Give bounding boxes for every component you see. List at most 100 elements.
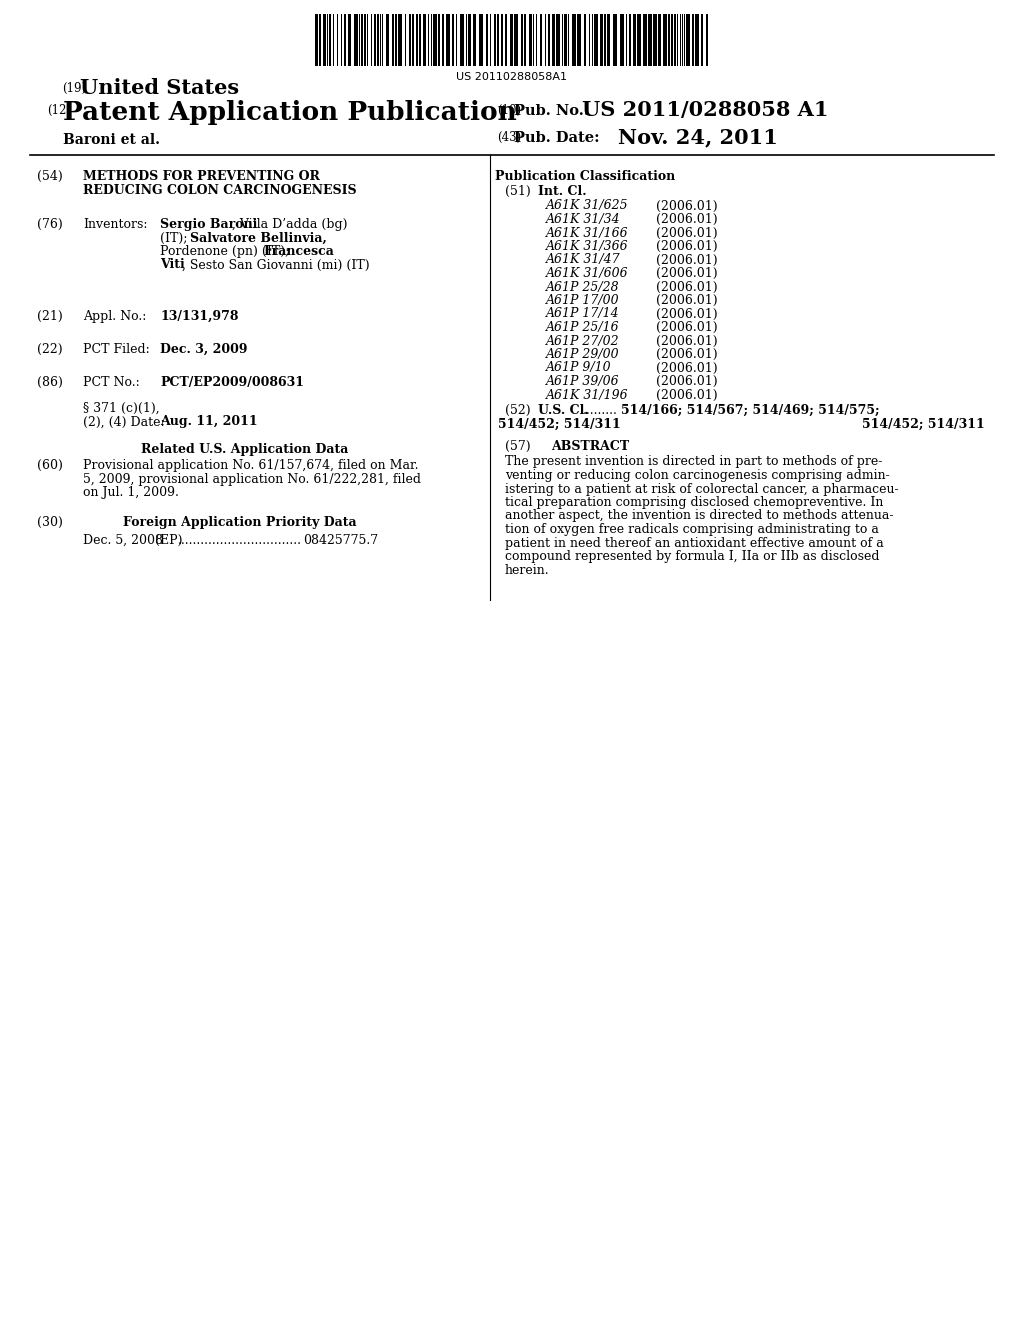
Bar xyxy=(374,15,376,66)
Bar xyxy=(442,15,444,66)
Text: Baroni et al.: Baroni et al. xyxy=(63,133,160,147)
Bar xyxy=(354,15,358,66)
Bar xyxy=(686,15,690,66)
Text: U.S. Cl.: U.S. Cl. xyxy=(538,404,589,417)
Text: Aug. 11, 2011: Aug. 11, 2011 xyxy=(160,416,258,429)
Bar xyxy=(395,15,397,66)
Bar xyxy=(486,15,488,66)
Bar xyxy=(692,15,694,66)
Text: (19): (19) xyxy=(62,82,86,95)
Text: Dec. 3, 2009: Dec. 3, 2009 xyxy=(160,343,248,356)
Text: (2006.01): (2006.01) xyxy=(656,388,718,401)
Bar xyxy=(706,15,708,66)
Bar xyxy=(607,15,610,66)
Bar xyxy=(629,15,631,66)
Bar xyxy=(361,15,362,66)
Bar xyxy=(524,15,526,66)
Bar xyxy=(529,15,532,66)
Text: (30): (30) xyxy=(37,516,62,529)
Text: A61K 31/47: A61K 31/47 xyxy=(546,253,621,267)
Bar xyxy=(556,15,560,66)
Bar xyxy=(497,15,499,66)
Text: (2006.01): (2006.01) xyxy=(656,334,718,347)
Text: 514/452; 514/311: 514/452; 514/311 xyxy=(499,417,621,430)
Bar xyxy=(620,15,624,66)
Text: tical preparation comprising disclosed chemopreventive. In: tical preparation comprising disclosed c… xyxy=(505,496,884,510)
Text: Viti: Viti xyxy=(160,259,184,272)
Bar xyxy=(671,15,673,66)
Text: REDUCING COLON CARCINOGENESIS: REDUCING COLON CARCINOGENESIS xyxy=(83,183,356,197)
Text: Dec. 5, 2008: Dec. 5, 2008 xyxy=(83,535,163,546)
Bar xyxy=(643,15,647,66)
Bar xyxy=(386,15,389,66)
Text: (2006.01): (2006.01) xyxy=(656,294,718,308)
Text: 514/452; 514/311: 514/452; 514/311 xyxy=(862,417,985,430)
Text: (22): (22) xyxy=(37,343,62,356)
Text: compound represented by formula I, IIa or IIb as disclosed: compound represented by formula I, IIa o… xyxy=(505,550,880,564)
Bar xyxy=(501,15,503,66)
Bar xyxy=(552,15,555,66)
Text: Inventors:: Inventors: xyxy=(83,218,147,231)
Text: ABSTRACT: ABSTRACT xyxy=(551,440,629,453)
Text: A61K 31/166: A61K 31/166 xyxy=(546,227,629,239)
Bar xyxy=(398,15,402,66)
Bar xyxy=(658,15,662,66)
Text: (2006.01): (2006.01) xyxy=(656,281,718,293)
Text: .........: ......... xyxy=(583,404,617,417)
Text: A61K 31/34: A61K 31/34 xyxy=(546,213,621,226)
Text: United States: United States xyxy=(80,78,240,98)
Bar xyxy=(572,15,575,66)
Bar xyxy=(648,15,652,66)
Text: (2006.01): (2006.01) xyxy=(656,362,718,375)
Text: (2006.01): (2006.01) xyxy=(656,348,718,360)
Bar xyxy=(663,15,667,66)
Text: 514/166; 514/567; 514/469; 514/575;: 514/166; 514/567; 514/469; 514/575; xyxy=(621,404,880,417)
Bar xyxy=(423,15,426,66)
Bar xyxy=(505,15,507,66)
Bar xyxy=(633,15,636,66)
Text: Pub. Date:: Pub. Date: xyxy=(514,131,600,145)
Bar xyxy=(323,15,326,66)
Text: A61P 39/06: A61P 39/06 xyxy=(546,375,620,388)
Text: Nov. 24, 2011: Nov. 24, 2011 xyxy=(618,127,778,147)
Bar xyxy=(377,15,379,66)
Bar xyxy=(416,15,418,66)
Text: Pub. No.:: Pub. No.: xyxy=(514,104,589,117)
Text: PCT No.:: PCT No.: xyxy=(83,376,139,389)
Text: herein.: herein. xyxy=(505,564,550,577)
Text: (2006.01): (2006.01) xyxy=(656,308,718,321)
Text: A61K 31/366: A61K 31/366 xyxy=(546,240,629,253)
Bar xyxy=(452,15,454,66)
Text: METHODS FOR PREVENTING OR: METHODS FOR PREVENTING OR xyxy=(83,170,319,183)
Bar xyxy=(419,15,421,66)
Text: (IT);: (IT); xyxy=(160,231,191,244)
Text: (2006.01): (2006.01) xyxy=(656,240,718,253)
Bar xyxy=(604,15,606,66)
Bar xyxy=(329,15,331,66)
Bar xyxy=(594,15,598,66)
Bar xyxy=(521,15,523,66)
Bar xyxy=(446,15,450,66)
Text: 13/131,978: 13/131,978 xyxy=(160,310,239,323)
Text: Foreign Application Priority Data: Foreign Application Priority Data xyxy=(123,516,356,529)
Text: (57): (57) xyxy=(505,440,530,453)
Text: venting or reducing colon carcinogenesis comprising admin-: venting or reducing colon carcinogenesis… xyxy=(505,469,890,482)
Bar xyxy=(412,15,414,66)
Text: (10): (10) xyxy=(497,104,521,117)
Text: Related U.S. Application Data: Related U.S. Application Data xyxy=(141,444,349,455)
Bar xyxy=(695,15,699,66)
Bar xyxy=(409,15,411,66)
Bar xyxy=(468,15,471,66)
Text: patient in need thereof an antioxidant effective amount of a: patient in need thereof an antioxidant e… xyxy=(505,536,884,549)
Text: 5, 2009, provisional application No. 61/222,281, filed: 5, 2009, provisional application No. 61/… xyxy=(83,473,421,486)
Text: (2006.01): (2006.01) xyxy=(656,375,718,388)
Text: , Sesto San Giovanni (mi) (IT): , Sesto San Giovanni (mi) (IT) xyxy=(182,259,370,272)
Text: (54): (54) xyxy=(37,170,62,183)
Bar xyxy=(473,15,476,66)
Bar xyxy=(637,15,641,66)
Bar xyxy=(577,15,581,66)
Text: US 2011/0288058 A1: US 2011/0288058 A1 xyxy=(582,100,828,120)
Text: (12): (12) xyxy=(47,104,71,117)
Text: A61K 31/606: A61K 31/606 xyxy=(546,267,629,280)
Text: (2006.01): (2006.01) xyxy=(656,227,718,239)
